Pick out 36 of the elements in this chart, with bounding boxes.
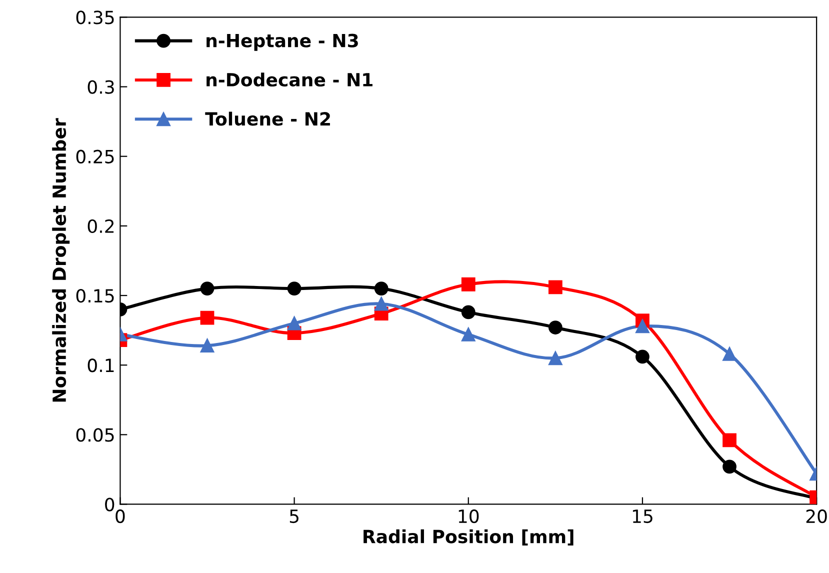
point <box>722 433 736 448</box>
y-tick-label: 0.1 <box>88 358 114 372</box>
point <box>200 310 214 325</box>
point <box>548 320 562 334</box>
point <box>548 280 562 294</box>
x-tick-label: 10 <box>458 509 479 524</box>
x-tick-label: 20 <box>806 509 827 524</box>
y-tick-label: 0.35 <box>76 10 114 24</box>
y-tick-label: 0 <box>105 498 114 512</box>
x-tick-label: 5 <box>290 510 298 524</box>
point <box>461 305 476 320</box>
y-tick-label: 0.15 <box>76 288 114 303</box>
point <box>461 277 476 292</box>
legend-label: n-Heptane - N3 <box>206 34 358 51</box>
legend-label: Toluene - N2 <box>205 112 330 126</box>
y-axis-title: Normalized Droplet Number <box>52 118 70 402</box>
point <box>200 338 214 353</box>
point <box>636 319 650 334</box>
point <box>374 296 388 311</box>
x-axis-title: Radial Position [mm] <box>364 529 574 546</box>
point <box>374 282 388 296</box>
point <box>636 350 650 364</box>
x-tick-label: 15 <box>632 510 652 524</box>
point <box>722 347 736 361</box>
point <box>287 282 302 296</box>
x-tick-label: 0 <box>116 509 125 524</box>
point <box>461 328 476 342</box>
point <box>722 460 736 474</box>
legend-label: n-Dodecane - N1 <box>206 72 372 87</box>
point <box>200 282 214 296</box>
point <box>548 351 562 366</box>
y-tick-label: 0.25 <box>76 150 114 164</box>
y-tick-label: 0.05 <box>76 428 114 442</box>
y-tick-label: 0.3 <box>88 80 114 94</box>
point <box>287 316 302 330</box>
y-tick-label: 0.2 <box>88 219 114 234</box>
